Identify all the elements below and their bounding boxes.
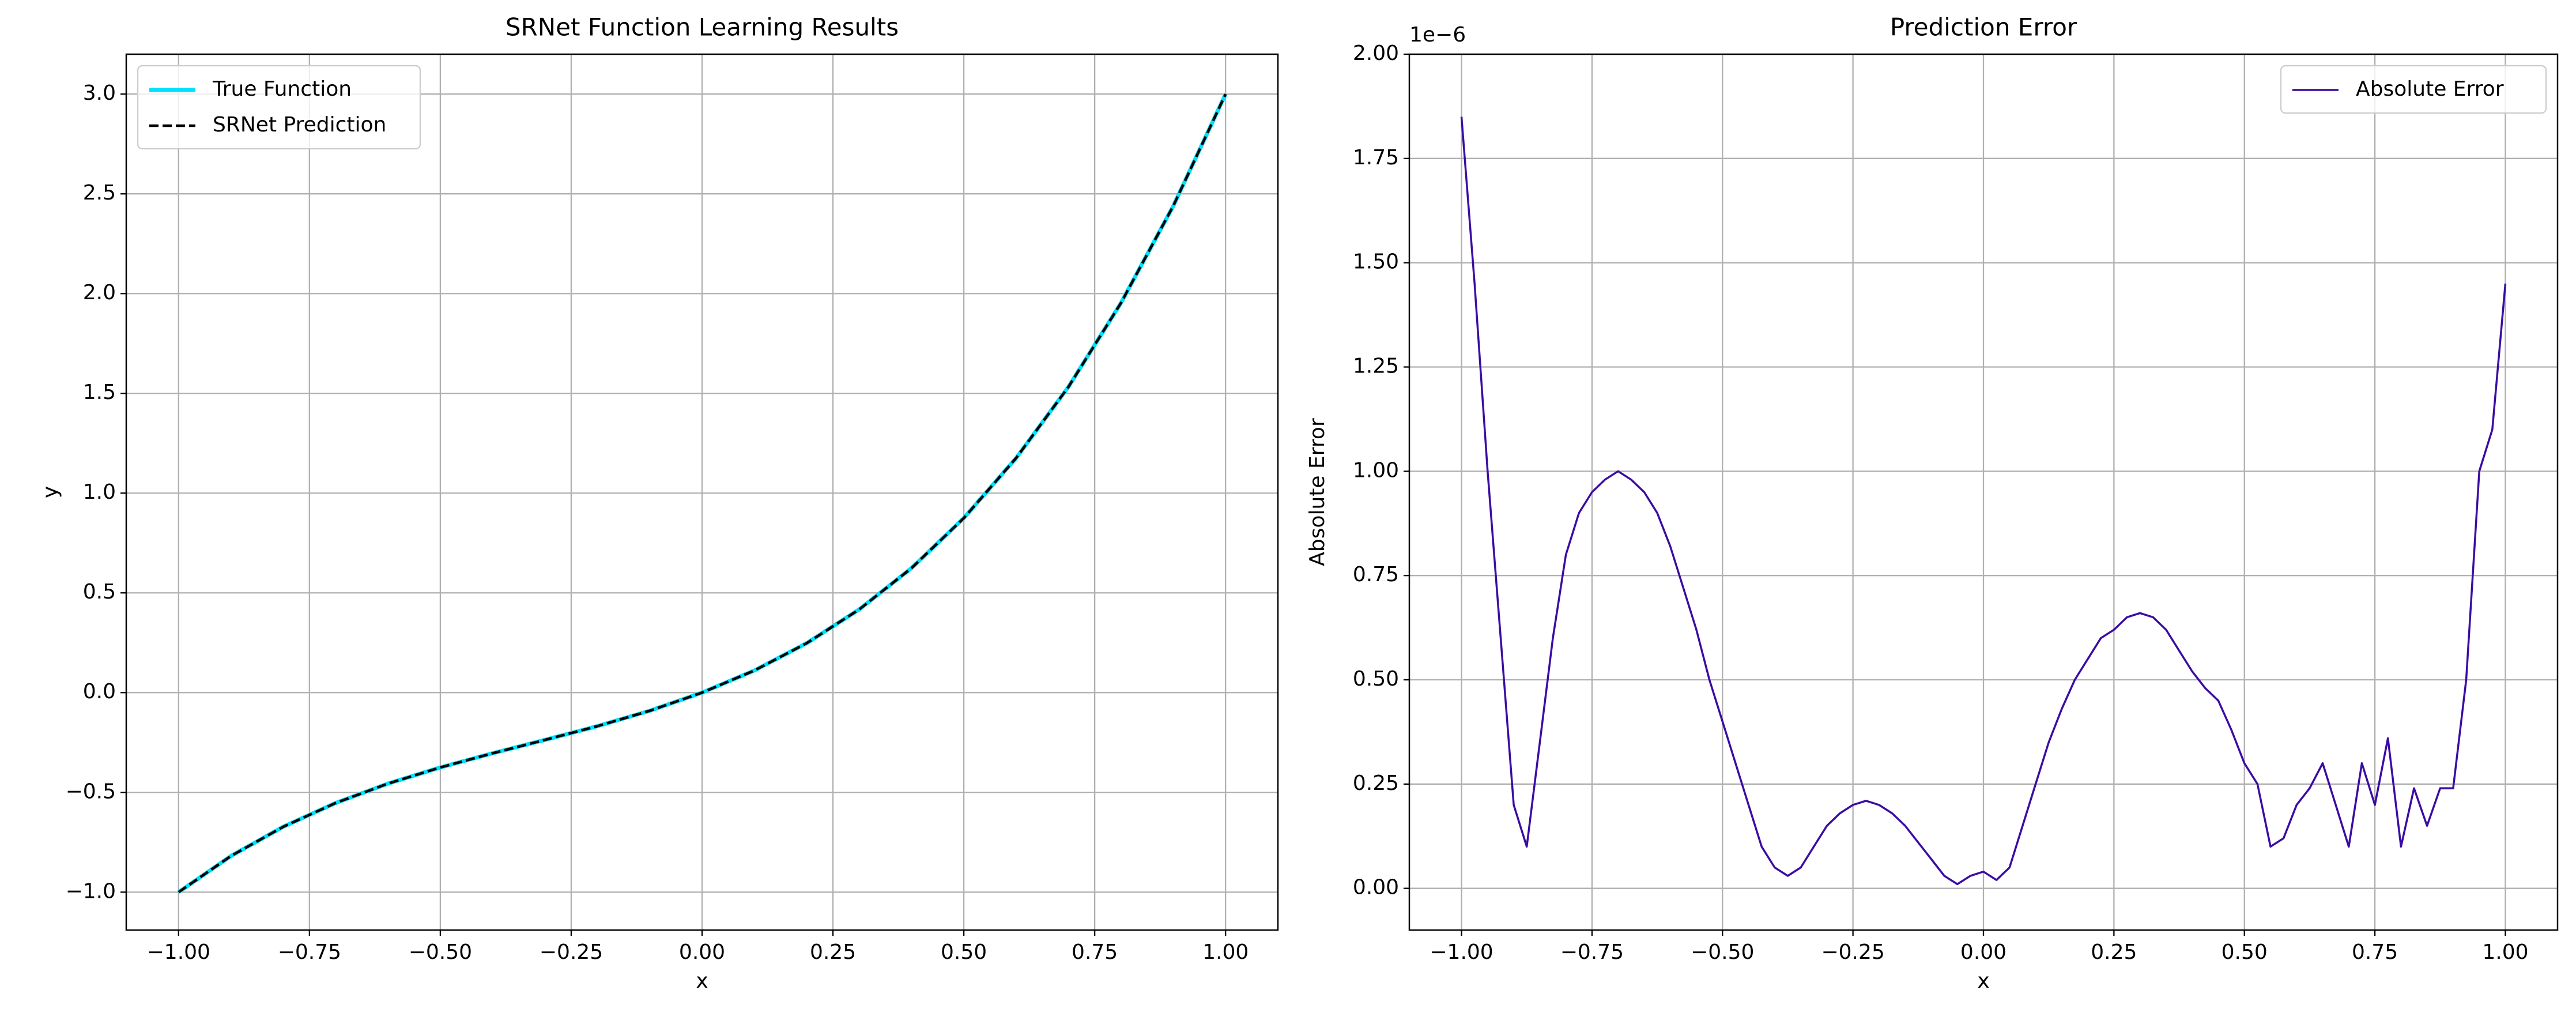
- y-tick-label: 1.0: [83, 480, 116, 504]
- y-offset-label: 1e−6: [1409, 23, 1466, 47]
- x-tick-label: 0.50: [2222, 940, 2268, 964]
- y-tick-label: 2.5: [83, 181, 116, 205]
- y-tick-label: 0.5: [83, 580, 116, 604]
- y-tick-label: 0.75: [1353, 563, 1399, 586]
- legend-box: [2280, 65, 2547, 114]
- x-tick-label: −1.00: [147, 940, 210, 964]
- x-tick-label: 1.00: [1202, 940, 1249, 964]
- legend-label: SRNet Prediction: [213, 113, 386, 137]
- y-tick-label: −1.0: [66, 879, 116, 903]
- y-tick-label: 1.5: [83, 381, 116, 404]
- x-tick-label: 0.25: [810, 940, 856, 964]
- x-tick-label: −0.75: [278, 940, 341, 964]
- y-tick-label: 1.25: [1353, 355, 1399, 378]
- chart-title: Prediction Error: [1890, 13, 2077, 42]
- legend-box: [137, 65, 421, 150]
- chart-title: SRNet Function Learning Results: [506, 13, 899, 42]
- y-tick-label: 1.50: [1353, 250, 1399, 274]
- legend-label: Absolute Error: [2356, 77, 2504, 101]
- y-tick-label: 2.0: [83, 281, 116, 304]
- x-tick-label: 0.50: [941, 940, 987, 964]
- x-tick-label: −0.50: [1691, 940, 1754, 964]
- series-line: [1460, 116, 2507, 886]
- y-tick-label: 3.0: [83, 81, 116, 105]
- x-tick-label: 0.00: [1960, 940, 2007, 964]
- series-line: [178, 93, 1227, 894]
- y-tick-label: 1.75: [1353, 146, 1399, 170]
- x-axis-label: x: [1977, 969, 1989, 993]
- y-axis-label: Absolute Error: [1306, 418, 1329, 566]
- x-tick-label: −0.25: [1821, 940, 1884, 964]
- plot-frame: [1408, 53, 2559, 931]
- x-tick-label: 0.25: [2091, 940, 2137, 964]
- y-tick-label: 0.00: [1353, 876, 1399, 899]
- y-tick-label: −0.5: [66, 780, 116, 803]
- y-axis-label: y: [39, 486, 62, 498]
- legend-label: True Function: [212, 77, 352, 101]
- x-tick-label: −0.50: [409, 940, 472, 964]
- x-tick-label: −0.75: [1560, 940, 1624, 964]
- x-tick-label: −1.00: [1430, 940, 1493, 964]
- x-axis-label: x: [696, 969, 708, 993]
- x-tick-label: 0.75: [2352, 940, 2398, 964]
- y-tick-label: 0.25: [1353, 771, 1399, 795]
- y-tick-label: 2.00: [1353, 42, 1399, 65]
- x-tick-label: 0.75: [1072, 940, 1118, 964]
- y-tick-label: 1.00: [1353, 458, 1399, 482]
- x-tick-label: −0.25: [540, 940, 603, 964]
- y-tick-label: 0.0: [83, 680, 116, 703]
- x-tick-label: 0.00: [679, 940, 725, 964]
- plot-frame: [125, 53, 1279, 931]
- y-tick-label: 0.50: [1353, 667, 1399, 691]
- x-tick-label: 1.00: [2482, 940, 2528, 964]
